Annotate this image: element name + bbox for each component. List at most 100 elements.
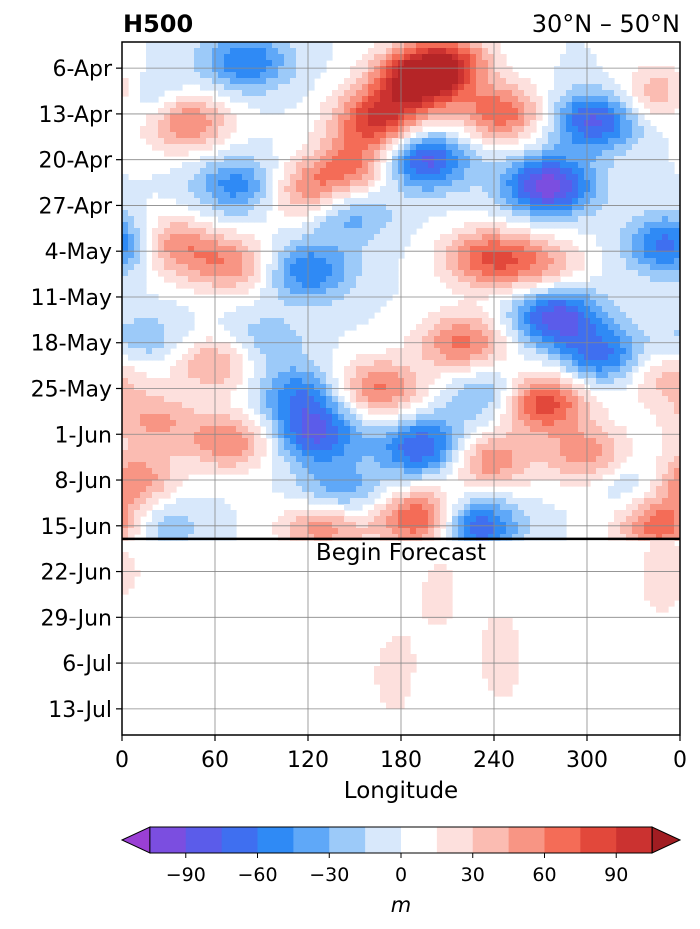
- field-cell: [476, 240, 483, 247]
- field-cell: [404, 180, 411, 187]
- field-cell: [572, 180, 579, 187]
- field-cell: [524, 114, 531, 121]
- field-cell: [296, 78, 303, 85]
- field-cell: [380, 90, 387, 97]
- field-cell: [626, 300, 633, 307]
- field-cell: [602, 138, 609, 145]
- field-cell: [488, 240, 495, 247]
- field-cell: [560, 246, 567, 253]
- field-cell: [134, 222, 141, 229]
- field-cell: [500, 210, 507, 217]
- field-cell: [386, 132, 393, 139]
- field-cell: [368, 60, 375, 67]
- field-cell: [122, 432, 129, 439]
- field-cell: [404, 162, 411, 169]
- field-cell: [182, 60, 189, 67]
- field-cell: [548, 114, 555, 121]
- field-cell: [266, 192, 273, 199]
- field-cell: [620, 324, 627, 331]
- field-cell: [248, 198, 255, 205]
- field-cell: [188, 408, 195, 415]
- field-cell: [674, 306, 680, 313]
- field-cell: [578, 96, 585, 103]
- field-cell: [206, 240, 213, 247]
- field-cell: [320, 66, 327, 73]
- field-cell: [530, 240, 537, 247]
- field-cell: [356, 138, 363, 145]
- field-cell: [416, 90, 423, 97]
- field-cell: [464, 276, 471, 283]
- field-cell: [602, 168, 609, 175]
- field-cell: [344, 78, 351, 85]
- field-cell: [422, 198, 429, 205]
- field-cell: [188, 312, 195, 319]
- field-cell: [638, 276, 645, 283]
- field-cell: [518, 150, 525, 157]
- field-cell: [194, 384, 201, 391]
- field-cell: [422, 342, 429, 349]
- field-cell: [638, 186, 645, 193]
- field-cell: [140, 228, 147, 235]
- field-cell: [242, 342, 249, 349]
- field-cell: [386, 408, 393, 415]
- field-cell: [290, 396, 297, 403]
- field-cell: [500, 306, 507, 313]
- field-cell: [524, 306, 531, 313]
- field-cell: [608, 276, 615, 283]
- field-cell: [380, 150, 387, 157]
- field-cell: [404, 144, 411, 151]
- field-cell: [200, 264, 207, 271]
- field-cell: [590, 216, 597, 223]
- field-cell: [206, 48, 213, 55]
- field-cell: [416, 198, 423, 205]
- field-cell: [566, 84, 573, 91]
- field-cell: [260, 78, 267, 85]
- field-cell: [506, 204, 513, 211]
- field-cell: [644, 132, 651, 139]
- field-cell: [446, 270, 453, 277]
- field-cell: [392, 168, 399, 175]
- field-cell: [206, 204, 213, 211]
- field-cell: [278, 78, 285, 85]
- field-cell: [476, 372, 483, 379]
- field-cell: [458, 306, 465, 313]
- field-cell: [560, 162, 567, 169]
- field-cell: [206, 246, 213, 253]
- field-cell: [200, 342, 207, 349]
- field-cell: [128, 282, 135, 289]
- field-cell: [266, 276, 273, 283]
- field-cell: [476, 150, 483, 157]
- field-cell: [476, 408, 483, 415]
- field-cell: [578, 264, 585, 271]
- field-cell: [248, 96, 255, 103]
- field-cell: [374, 198, 381, 205]
- field-cell: [464, 120, 471, 127]
- field-cell: [278, 66, 285, 73]
- field-cell: [170, 120, 177, 127]
- field-cell: [302, 228, 309, 235]
- field-cell: [590, 192, 597, 199]
- field-cell: [386, 144, 393, 151]
- field-cell: [218, 276, 225, 283]
- field-cell: [464, 426, 471, 433]
- field-cell: [194, 246, 201, 253]
- field-cell: [620, 246, 627, 253]
- field-cell: [308, 270, 315, 277]
- field-cell: [482, 264, 489, 271]
- field-cell: [296, 432, 303, 439]
- field-cell: [632, 258, 639, 265]
- field-cell: [626, 198, 633, 205]
- field-cell: [260, 378, 267, 385]
- field-cell: [338, 228, 345, 235]
- field-cell: [332, 432, 339, 439]
- field-cell: [656, 210, 663, 217]
- field-cell: [200, 414, 207, 421]
- field-cell: [650, 168, 657, 175]
- field-cell: [302, 42, 309, 49]
- field-cell: [602, 324, 609, 331]
- field-cell: [596, 174, 603, 181]
- field-cell: [518, 120, 525, 127]
- field-cell: [662, 228, 669, 235]
- field-cell: [500, 120, 507, 127]
- field-cell: [638, 174, 645, 181]
